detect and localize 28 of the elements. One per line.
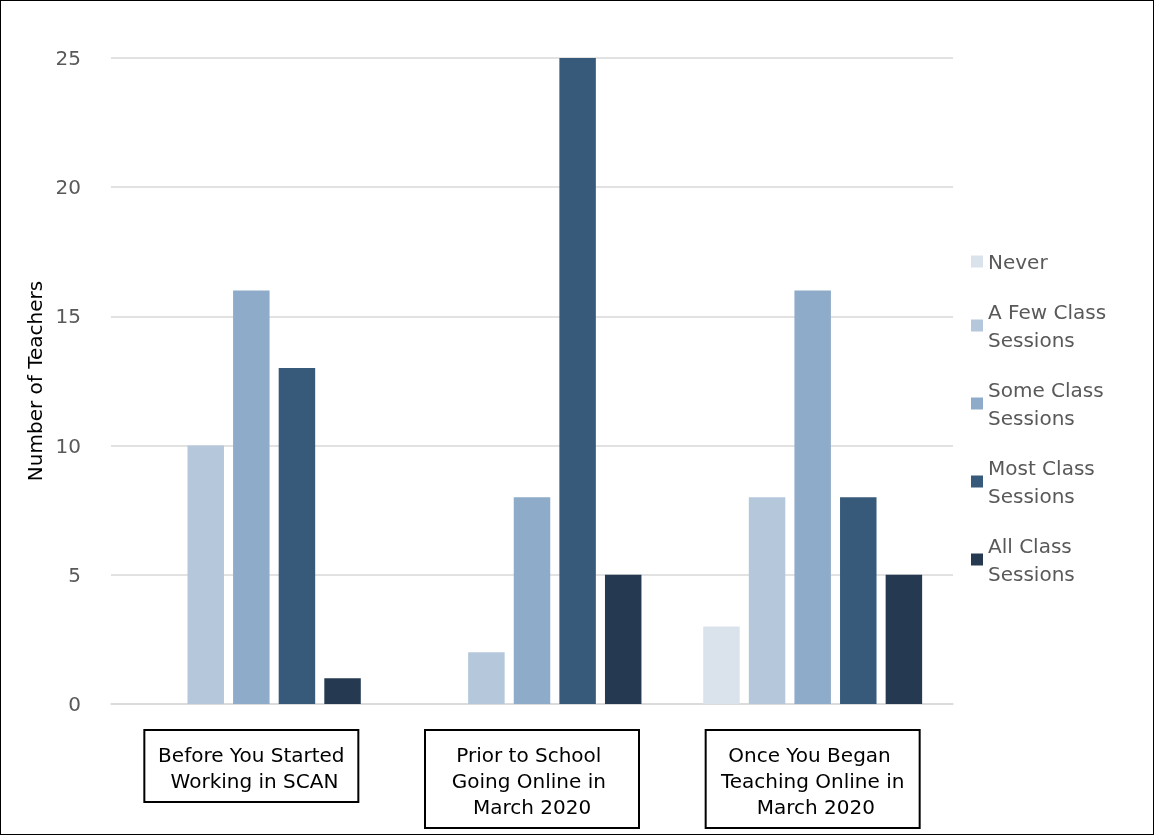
bar bbox=[885, 574, 923, 704]
bar bbox=[604, 574, 642, 704]
bar bbox=[233, 290, 270, 704]
y-tick-label: 5 bbox=[68, 562, 81, 587]
y-tick-label: 10 bbox=[55, 433, 81, 458]
x-tick-label: Before You Started Working in SCAN bbox=[158, 743, 345, 793]
bar bbox=[468, 652, 505, 704]
bar bbox=[187, 445, 224, 704]
y-axis-title: Number of Teachers bbox=[22, 280, 47, 482]
bar bbox=[840, 497, 877, 704]
y-tick-label: 0 bbox=[68, 692, 81, 716]
bar bbox=[324, 678, 361, 704]
legend-label: Some Class Sessions bbox=[988, 377, 1111, 430]
bar bbox=[748, 497, 786, 704]
bar bbox=[513, 497, 551, 704]
y-tick-label: 25 bbox=[55, 46, 81, 70]
y-tick-label: 20 bbox=[55, 175, 81, 200]
bar bbox=[703, 626, 740, 704]
bar bbox=[559, 58, 596, 704]
x-tick-label: Once You Began Teaching Online in March 2020 bbox=[719, 743, 905, 819]
y-tick-label: 15 bbox=[55, 304, 81, 329]
legend-label: Most Class Sessions bbox=[988, 455, 1102, 508]
legend-label: A Few Class Sessions bbox=[988, 299, 1113, 352]
bar bbox=[278, 368, 316, 704]
legend-label: Never bbox=[988, 249, 1049, 274]
legend-label: All Class Sessions bbox=[988, 533, 1079, 586]
x-tick-label: Prior to School Going Online in March 2020 bbox=[451, 743, 613, 819]
bar bbox=[794, 290, 831, 704]
